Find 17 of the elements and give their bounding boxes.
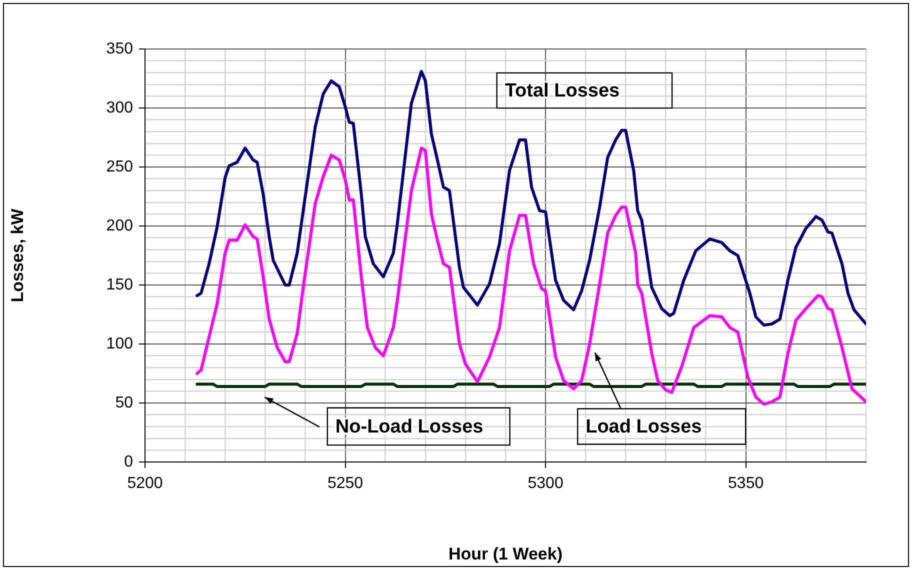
x-axis-title: Hour (1 Week) (448, 544, 562, 564)
y-tick-label: 150 (106, 276, 134, 294)
x-tick-label: 5350 (728, 475, 764, 492)
series-label: No-Load Losses (335, 416, 484, 438)
series-label: Load Losses (586, 416, 702, 438)
y-tick-label: 0 (124, 453, 134, 470)
y-tick-label: 300 (106, 99, 134, 116)
x-tick-label: 5250 (327, 475, 364, 492)
x-tick-label: 5200 (127, 475, 163, 492)
y-tick-label: 100 (106, 335, 134, 352)
y-tick-label: 50 (115, 394, 134, 412)
y-tick-label: 250 (106, 158, 134, 176)
x-tick-label: 5300 (528, 475, 564, 492)
series-label: Total Losses (504, 80, 620, 102)
y-axis-title: Losses, kW (8, 208, 27, 302)
y-tick-label: 200 (106, 217, 134, 234)
y-tick-label: 350 (106, 40, 134, 58)
